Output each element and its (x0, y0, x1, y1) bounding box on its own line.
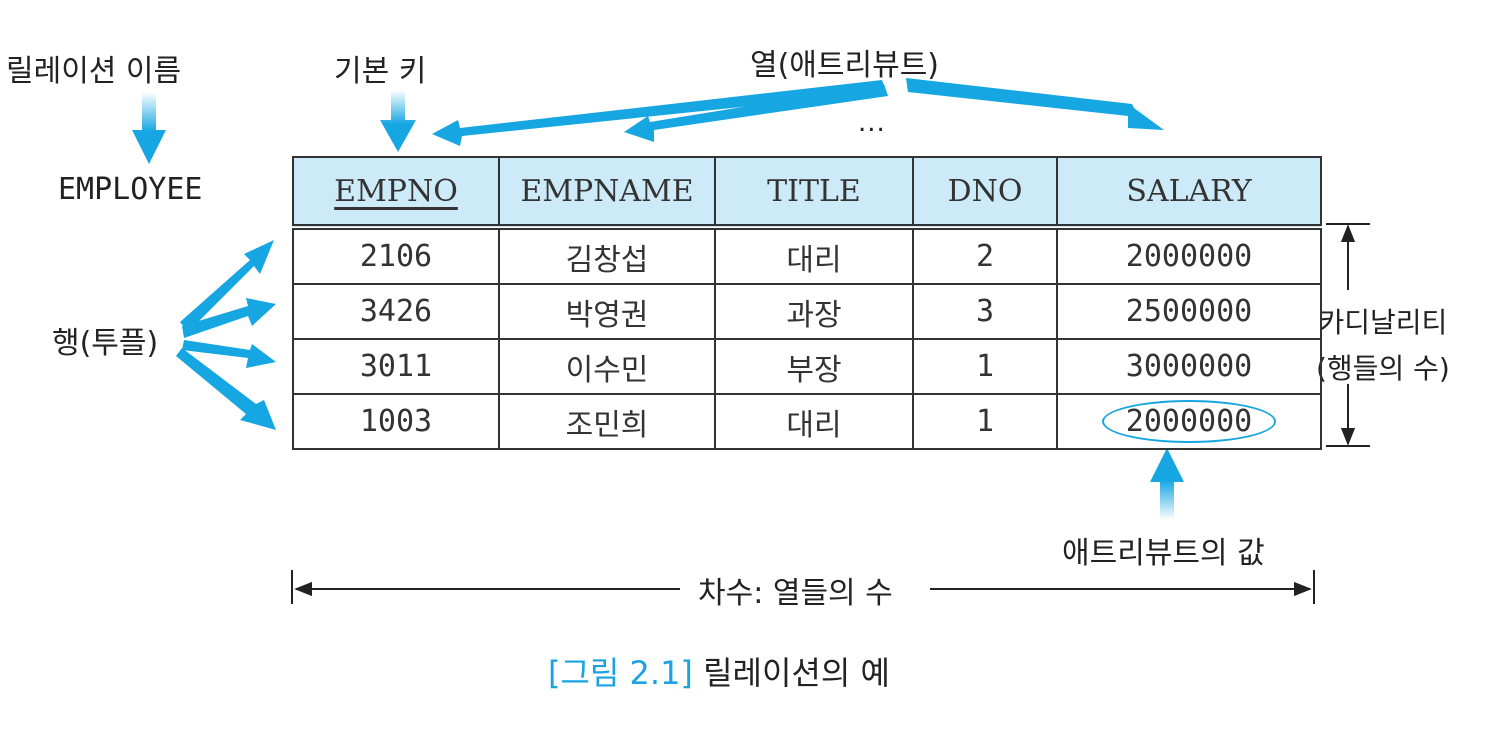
column-header-title: TITLE (714, 156, 914, 228)
ellipsis: ... (858, 108, 886, 138)
figure-title: 릴레이션의 예 (703, 654, 890, 692)
cell-dno: 3 (912, 283, 1058, 340)
cell-empno: 3011 (292, 338, 500, 395)
degree-bracket (291, 570, 1315, 604)
cell-dno: 1 (912, 338, 1058, 395)
column-header-dno: DNO (912, 156, 1058, 228)
row-arrows (176, 240, 276, 430)
column-arrows (432, 78, 1164, 146)
column-header-salary: SALARY (1056, 156, 1322, 228)
primary-key-arrow (380, 90, 416, 152)
attribute-value-label: 애트리뷰트의 값 (1062, 536, 1265, 571)
figure-number: [그림 2.1] (548, 654, 693, 692)
cell-empname: 박영권 (498, 283, 716, 340)
relation-name: EMPLOYEE (58, 172, 203, 207)
cell-empname: 조민희 (498, 393, 716, 450)
header-row: EMPNO EMPNAME TITLE DNO SALARY (292, 156, 1322, 228)
attribute-value-circle: 2000000 (1101, 400, 1277, 443)
relation-name-label: 릴레이션 이름 (6, 54, 182, 89)
attribute-value-arrow (1150, 448, 1184, 520)
cell-empno: 2106 (292, 226, 500, 285)
figure-caption: [그림 2.1] 릴레이션의 예 (548, 648, 890, 694)
table-row: 2106 김창섭 대리 2 2000000 (292, 226, 1322, 285)
cardinality-line-1: 카디날리티 (1318, 306, 1448, 339)
cardinality-line-2: (행들의 수) (1316, 352, 1450, 385)
cell-dno: 1 (912, 393, 1058, 450)
cell-dno: 2 (912, 226, 1058, 285)
table-row: 3011 이수민 부장 1 3000000 (292, 338, 1322, 395)
column-header-empno: EMPNO (292, 156, 500, 228)
column-header-empname: EMPNAME (498, 156, 716, 228)
cell-salary: 2000000 (1056, 226, 1322, 285)
employee-relation-table: EMPNO EMPNAME TITLE DNO SALARY 2106 김창섭 … (292, 156, 1322, 450)
table-row: 1003 조민희 대리 1 2000000 (292, 393, 1322, 450)
cell-empname: 이수민 (498, 338, 716, 395)
cell-salary: 3000000 (1056, 338, 1322, 395)
cell-title: 대리 (714, 226, 914, 285)
cell-title: 부장 (714, 338, 914, 395)
primary-key-column: EMPNO (334, 173, 458, 209)
primary-key-label: 기본 키 (334, 54, 427, 89)
cell-empno: 1003 (292, 393, 500, 450)
cardinality-bracket (1326, 223, 1370, 447)
row-tuple-label: 행(투플) (52, 326, 159, 361)
cell-empname: 김창섭 (498, 226, 716, 285)
cardinality-label: 카디날리티 (행들의 수) (1316, 300, 1450, 392)
degree-label: 차수: 열들의 수 (688, 568, 903, 612)
cell-salary-highlighted: 2000000 (1056, 393, 1322, 450)
cell-empno: 3426 (292, 283, 500, 340)
column-attribute-label: 열(애트리뷰트) (750, 48, 940, 83)
cell-title: 과장 (714, 283, 914, 340)
cell-title: 대리 (714, 393, 914, 450)
cell-salary: 2500000 (1056, 283, 1322, 340)
table-row: 3426 박영권 과장 3 2500000 (292, 283, 1322, 340)
relation-name-arrow (132, 92, 166, 164)
